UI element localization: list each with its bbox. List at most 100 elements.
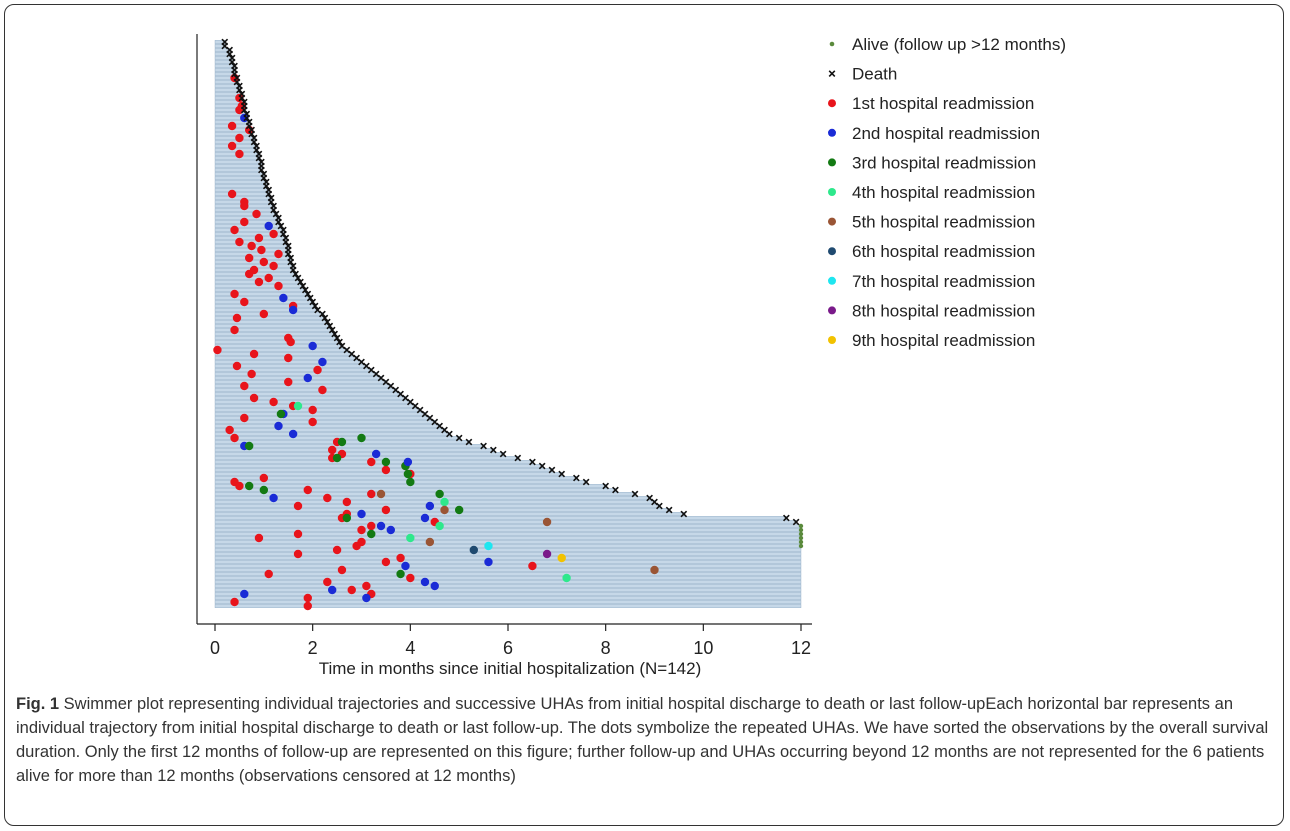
death-marker (304, 290, 312, 298)
death-stroke (238, 94, 246, 102)
death-marker (267, 198, 275, 206)
legend-dot-icon (828, 188, 836, 196)
swimmer-bar (214, 380, 387, 384)
swimmer-bar (214, 524, 802, 528)
alive-marker (798, 535, 804, 541)
readmission-dot (230, 597, 239, 607)
death-stroke (304, 290, 312, 298)
death-marker (250, 138, 258, 146)
legend-label: Death (852, 65, 897, 84)
readmission-dot (252, 209, 261, 219)
readmission-dot (279, 293, 288, 303)
swimmer-bar (214, 576, 802, 580)
readmission-dot (232, 361, 242, 371)
swimmer-plot: 0 2 4 6 8 10 12 Time in months since initial h… (196, 34, 1066, 678)
death-marker (602, 482, 610, 490)
death-marker (631, 490, 639, 498)
swimmer-bar (214, 544, 802, 548)
death-marker (248, 130, 255, 138)
swimmer-bar (214, 84, 240, 88)
swimmer-bar (214, 552, 802, 556)
swimmer-bar (214, 376, 382, 380)
readmission-dot (381, 505, 391, 515)
readmission-dot (264, 273, 273, 283)
death-marker (782, 514, 790, 522)
x-tick-label: 4 (405, 638, 415, 658)
readmission-dot (303, 485, 312, 495)
readmission-dot (288, 429, 298, 439)
readmission-dot (386, 525, 395, 535)
death-stroke (548, 466, 556, 474)
readmission-dot (247, 241, 256, 251)
readmission-dot (318, 357, 327, 367)
death-stroke (299, 282, 307, 290)
death-marker (656, 502, 663, 510)
death-stroke (582, 478, 590, 486)
death-stroke (255, 154, 263, 162)
death-marker (665, 506, 673, 514)
death-stroke (680, 510, 688, 518)
readmission-dot (357, 509, 366, 519)
death-stroke (631, 490, 639, 498)
readmission-dot (288, 305, 298, 315)
death-stroke (221, 42, 229, 50)
readmission-dot (308, 405, 317, 415)
legend-label: Alive (follow up >12 months) (852, 35, 1066, 54)
death-marker (270, 206, 277, 214)
death-marker (289, 266, 297, 274)
swimmer-bar (214, 300, 313, 304)
death-stroke (258, 166, 265, 174)
readmission-dot (264, 569, 273, 579)
swimmer-bar (214, 176, 265, 180)
death-marker (323, 318, 331, 326)
death-stroke (267, 198, 275, 206)
readmission-dot (367, 521, 376, 531)
death-stroke (406, 398, 414, 406)
swimmer-bar (214, 396, 406, 400)
readmission-dot (276, 409, 286, 419)
swimmer-bar (214, 496, 650, 500)
death-marker (243, 114, 251, 122)
death-stroke (292, 270, 299, 278)
readmission-dot (284, 353, 293, 363)
death-stroke (333, 334, 341, 342)
swimmer-bar (214, 492, 636, 496)
death-stroke (514, 454, 522, 462)
legend-dot-icon (828, 158, 836, 167)
death-marker (548, 466, 556, 474)
readmission-dot (259, 473, 269, 483)
legend-label: 3rd hospital readmission (852, 153, 1036, 172)
swimmer-bar (214, 520, 797, 524)
death-stroke (602, 482, 610, 490)
death-stroke (421, 410, 429, 418)
readmission-dot (425, 501, 435, 511)
death-marker (297, 278, 304, 286)
legend-dot-icon (828, 128, 836, 137)
readmission-dot (357, 433, 366, 443)
death-stroke (240, 106, 248, 114)
legend-label: 7th hospital readmission (852, 272, 1035, 291)
swimmer-bar (214, 336, 338, 340)
death-stroke (387, 382, 395, 390)
swimmer-bar (214, 88, 240, 92)
death-stroke (265, 190, 273, 198)
readmission-dot (557, 553, 566, 563)
readmission-dot (313, 365, 322, 375)
legend-item: 1st hospital readmission (828, 94, 1034, 113)
readmission-dot (259, 485, 269, 495)
death-stroke (336, 338, 343, 346)
death-marker (582, 478, 590, 486)
death-stroke (243, 114, 251, 122)
death-stroke (277, 222, 285, 230)
death-marker (277, 222, 285, 230)
readmission-dot (269, 261, 278, 271)
readmission-dot (367, 529, 376, 539)
swimmer-bar (214, 504, 660, 508)
readmission-dot (381, 465, 391, 475)
readmission-dot (542, 517, 552, 527)
death-marker (321, 314, 329, 322)
axes-layer: 0 2 4 6 8 10 12 (196, 34, 812, 658)
readmission-dot (381, 557, 391, 567)
legend-item: Alive (follow up >12 months) (829, 35, 1066, 54)
death-stroke (558, 470, 566, 478)
